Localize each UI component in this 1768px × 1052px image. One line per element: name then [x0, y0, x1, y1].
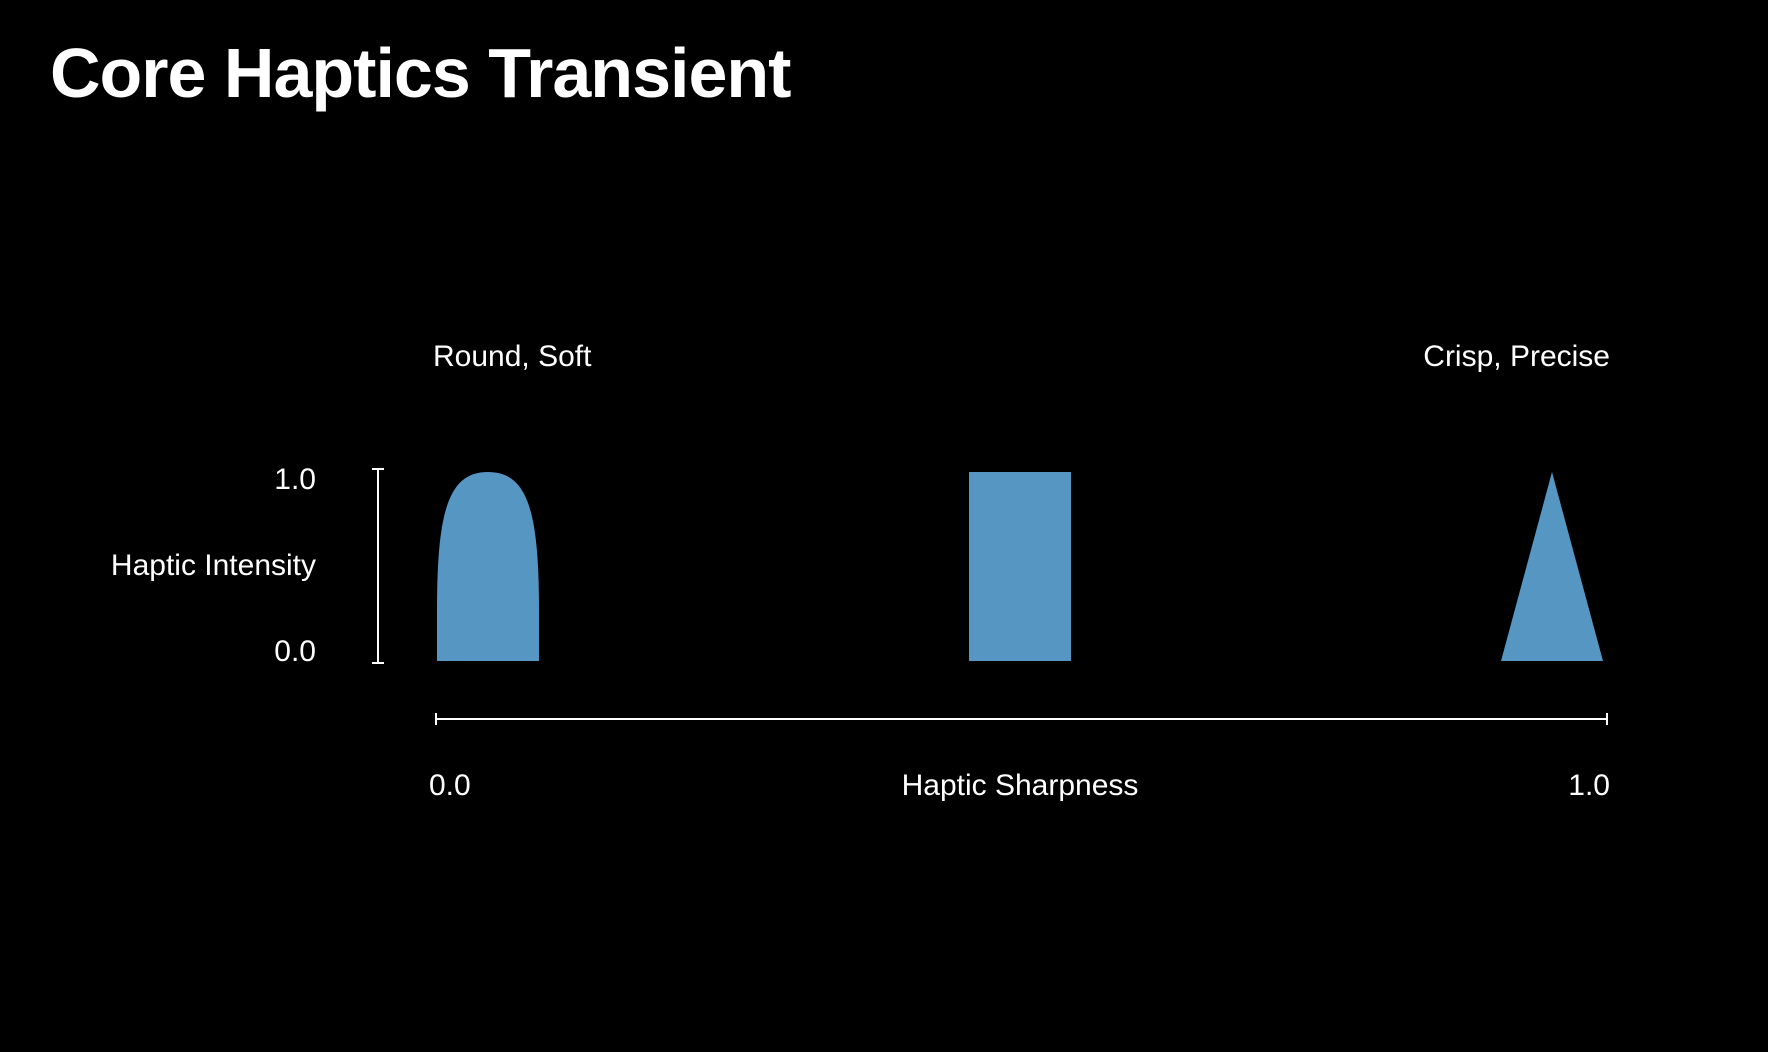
sharpness-axis — [435, 713, 1608, 725]
intensity-axis — [372, 468, 384, 664]
transient-waveforms — [437, 472, 1603, 661]
intensity-axis-label: Haptic Intensity — [110, 549, 316, 582]
slide-title: Core Haptics Transient — [50, 34, 791, 112]
soft-end-label: Round, Soft — [433, 340, 592, 373]
transient-round-shape — [437, 472, 539, 661]
transient-triangle-shape — [1501, 472, 1603, 661]
sharpness-axis-label: Haptic Sharpness — [901, 769, 1139, 802]
intensity-min-label: 0.0 — [274, 635, 316, 668]
sharpness-max-label: 1.0 — [1568, 769, 1610, 802]
transient-rectangle-shape — [969, 472, 1071, 661]
sharpness-min-label: 0.0 — [429, 769, 471, 802]
intensity-max-label: 1.0 — [274, 463, 316, 496]
crisp-end-label: Crisp, Precise — [1423, 340, 1610, 373]
